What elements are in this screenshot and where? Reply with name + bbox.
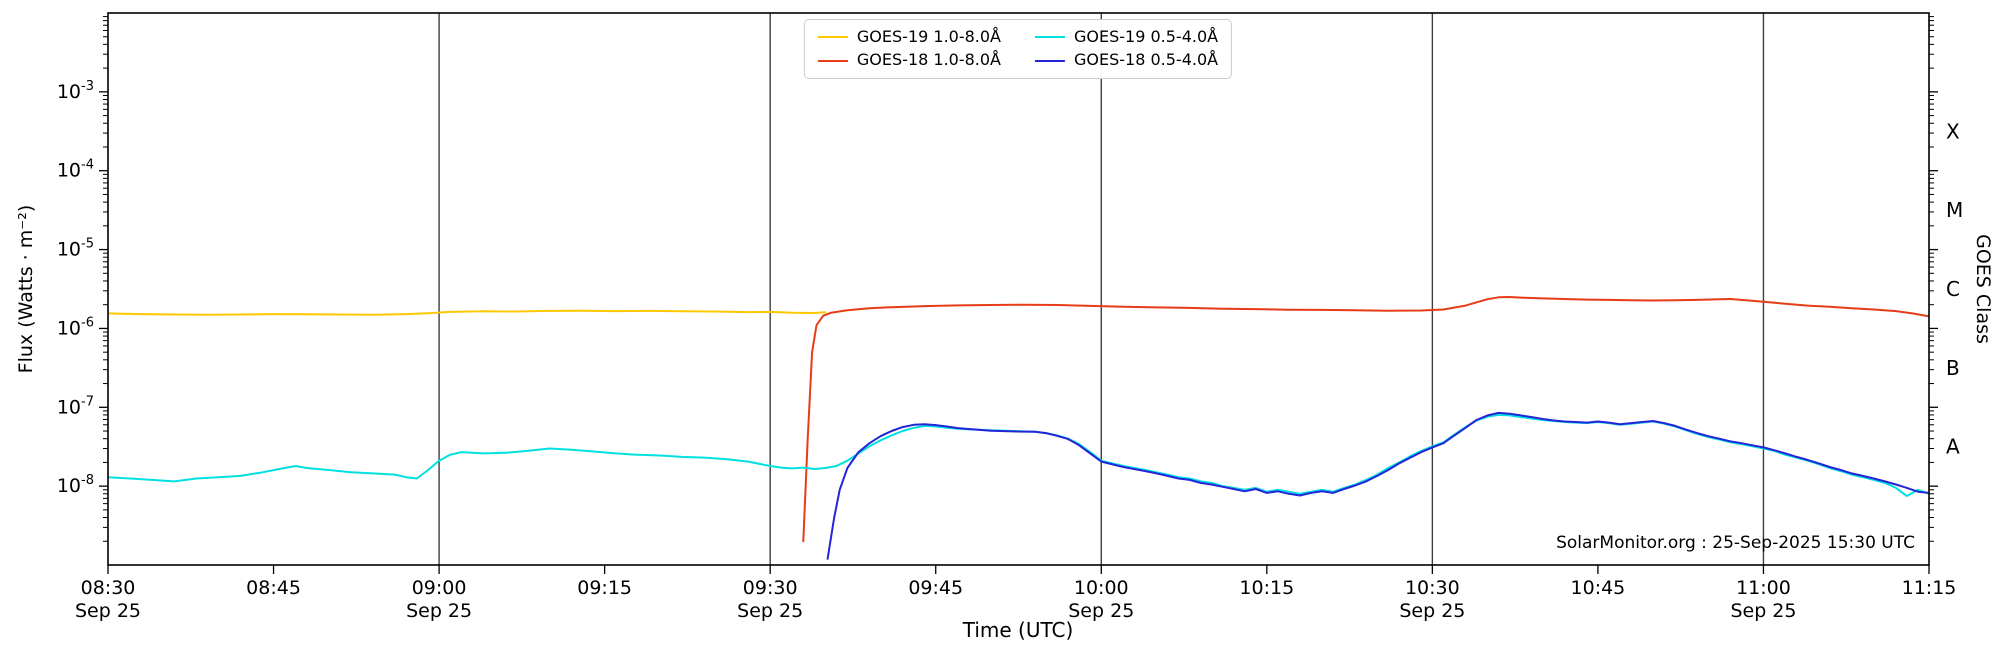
legend: GOES-19 1.0-8.0Å GOES-18 1.0-8.0Å GOES-19 … — [803, 19, 1233, 79]
x-tick-date: Sep 25 — [1068, 600, 1134, 622]
legend-swatch-line — [1035, 36, 1065, 39]
legend-label: GOES-19 1.0-8.0Å — [856, 27, 1001, 46]
legend-item: GOES-19 0.5-4.0Å — [1035, 27, 1219, 46]
x-tick-label: 08:45 — [246, 577, 301, 599]
x-tick-label: 10:45 — [1571, 577, 1626, 599]
x-tick-date: Sep 25 — [737, 600, 803, 622]
series-line-goes19-short — [108, 413, 1929, 497]
watermark-text: SolarMonitor.org : 25-Sep-2025 15:30 UTC — [1556, 533, 1915, 553]
goes-class-letter: B — [1946, 356, 1960, 380]
legend-label: GOES-18 0.5-4.0Å — [1074, 50, 1219, 70]
series-line-goes19-long — [108, 309, 827, 316]
y-tick-label: 10-4 — [57, 158, 94, 182]
series-line-goes18-short — [826, 411, 1929, 560]
goes-class-letter: X — [1946, 119, 1960, 143]
y-axis-label-flux: Flux (Watts · m⁻²) — [15, 204, 37, 374]
y-tick-label: 10-5 — [57, 237, 94, 261]
y-tick-label: 10-6 — [57, 315, 94, 339]
legend-item: GOES-18 0.5-4.0Å — [1035, 50, 1219, 70]
legend-label: GOES-19 0.5-4.0Å — [1074, 27, 1219, 46]
y-axis-label-goes-class: GOES Class — [1972, 234, 1994, 344]
x-tick-label: 11:00 — [1736, 577, 1791, 599]
x-tick-label: 08:30 — [81, 577, 136, 599]
y-tick-label: 10-7 — [57, 394, 94, 418]
series-line-goes18-long — [802, 296, 1929, 543]
legend-swatch-line — [817, 59, 848, 62]
plot-border — [107, 12, 1930, 566]
y-tick-label: 10-3 — [57, 79, 94, 103]
legend-item: GOES-19 1.0-8.0Å — [817, 27, 1001, 46]
goes-class-letter: C — [1946, 277, 1960, 301]
x-tick-date: Sep 25 — [75, 600, 141, 622]
legend-item: GOES-18 1.0-8.0Å — [817, 50, 1001, 70]
legend-swatch-line — [817, 36, 848, 39]
x-tick-date: Sep 25 — [1730, 600, 1796, 622]
legend-label: GOES-18 1.0-8.0Å — [856, 50, 1001, 70]
y-tick-label: 10-8 — [57, 473, 94, 497]
x-tick-label: 10:00 — [1074, 577, 1129, 599]
goes-class-letter: M — [1946, 198, 1963, 222]
x-tick-label: 09:45 — [908, 577, 963, 599]
legend-swatch-line — [1035, 59, 1065, 62]
x-tick-date: Sep 25 — [406, 600, 472, 622]
x-tick-label: 10:15 — [1239, 577, 1294, 599]
x-tick-label: 10:30 — [1405, 577, 1460, 599]
x-tick-date: Sep 25 — [1399, 600, 1465, 622]
x-tick-label: 11:15 — [1902, 577, 1957, 599]
x-tick-label: 09:15 — [577, 577, 632, 599]
x-axis-label-time: Time (UTC) — [962, 618, 1074, 642]
x-tick-label: 09:00 — [412, 577, 467, 599]
goes-class-letter: A — [1946, 435, 1960, 459]
x-tick-label: 09:30 — [743, 577, 798, 599]
